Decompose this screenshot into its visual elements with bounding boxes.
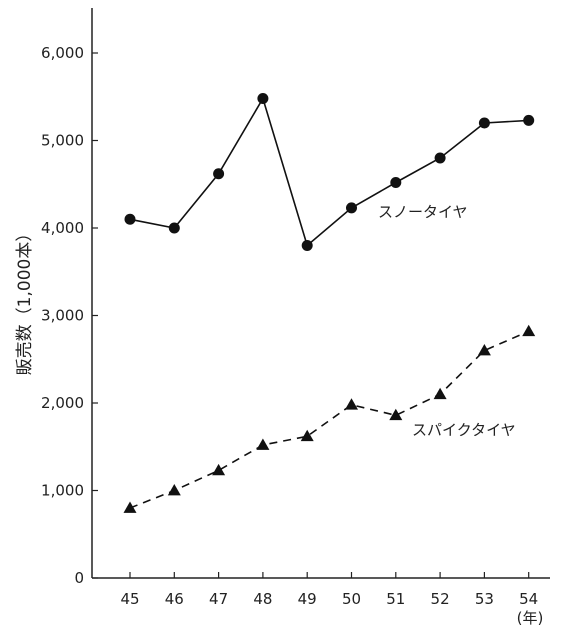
x-axis-unit-label: (年): [517, 609, 544, 627]
snow-tire-point: [257, 93, 269, 104]
spike-tire-point: [167, 484, 181, 496]
x-tick-label: 48: [253, 590, 272, 608]
spike-tire-point: [212, 463, 226, 476]
x-tick-label: 50: [342, 590, 361, 608]
spike-tire-line: [129, 330, 530, 509]
snow-tire-point: [213, 168, 225, 180]
snow-tire-point: [523, 114, 535, 126]
y-tick-label: 2,000: [41, 394, 84, 412]
spike-tire-point: [389, 408, 403, 421]
y-ticks: 0 1,000 2,000 3,000 4,000 5,000 6,000: [41, 44, 98, 587]
y-tick-label: 6,000: [41, 44, 84, 62]
y-tick-label: 1,000: [41, 482, 84, 500]
x-tick-label: 46: [165, 590, 184, 608]
x-tick-label: 52: [431, 590, 450, 608]
snow-tire-point: [124, 213, 136, 225]
snow-tire-point: [434, 152, 446, 164]
snow-tire-line: [129, 96, 529, 247]
spike-tire-point: [300, 429, 314, 442]
spike-tire-point: [256, 438, 270, 450]
snow-tire-point: [390, 177, 402, 188]
spike-tire-markers: [123, 324, 536, 513]
y-tick-label: 3,000: [41, 307, 84, 325]
spike-tire-point: [433, 387, 447, 400]
snow-tire-markers: [124, 93, 535, 251]
spike-tire-point: [477, 344, 491, 356]
snow-tire-point: [168, 222, 180, 234]
x-tick-label: 45: [120, 590, 139, 608]
x-tick-label: 53: [475, 590, 494, 608]
y-tick-label: 5,000: [41, 132, 84, 150]
y-tick-label: 0: [74, 569, 84, 587]
spike-tire-point: [123, 501, 137, 513]
snow-tire-point: [478, 117, 490, 129]
x-tick-label: 49: [298, 590, 317, 608]
x-tick-label: 51: [386, 590, 405, 608]
snow-tire-series-label: スノータイヤ: [378, 203, 468, 221]
snow-tire-point: [346, 202, 357, 214]
x-ticks: 45 46 47 48 49 50 51 52 53 54: [120, 572, 538, 608]
spike-tire-point: [522, 324, 536, 337]
y-axis-label: 販売数（1,000本）: [15, 225, 35, 376]
x-tick-label: 47: [209, 590, 228, 608]
spike-tire-series-label: スパイクタイヤ: [412, 421, 516, 439]
y-tick-label: 4,000: [41, 219, 84, 237]
snow-tire-point: [301, 240, 313, 251]
spike-tire-point: [345, 398, 358, 410]
x-tick-label: 54: [519, 590, 538, 608]
